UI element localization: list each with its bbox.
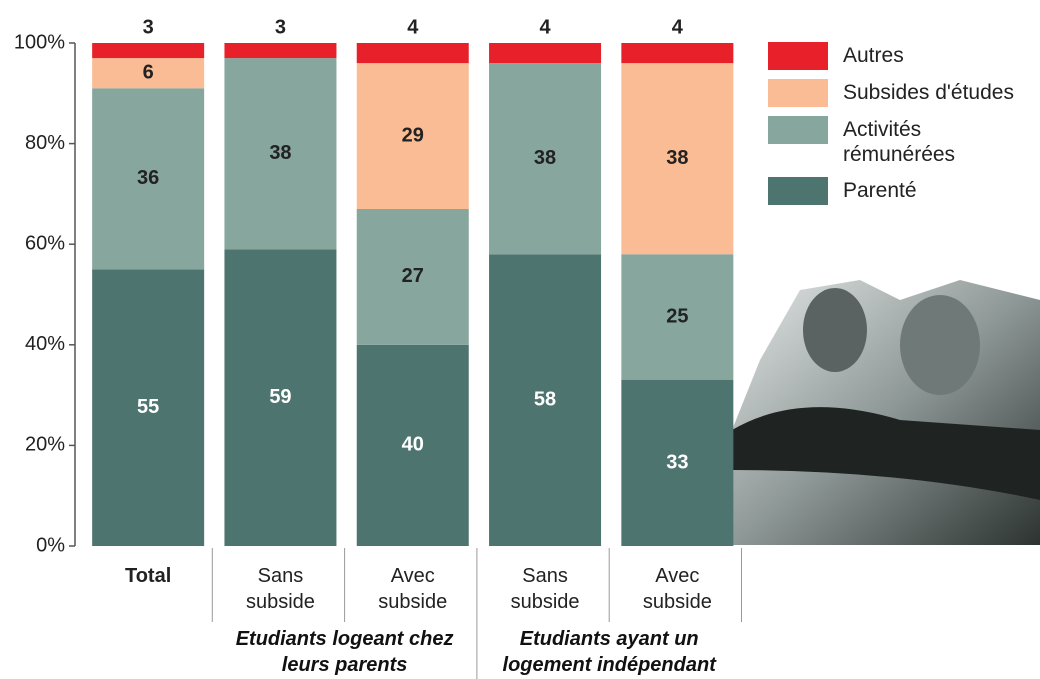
y-tick-label: 0% [36,534,65,556]
bar-segment [489,43,602,64]
bar-segment [356,344,469,546]
value-label: 4 [407,16,419,38]
bar-segment [92,269,205,546]
legend-label: Parenté [843,179,917,202]
bar-segment [621,380,734,546]
y-tick-label: 80% [25,132,65,154]
value-label: 38 [269,142,291,164]
legend-label: Activités rémunérées [843,118,956,166]
value-label: 4 [672,16,684,38]
legend-label: Subsides d'études [843,81,1014,104]
bar-segment [356,63,469,209]
value-label: 6 [143,61,154,83]
bar-segment [92,88,205,270]
photo-person [803,288,867,372]
bar-segment [92,58,205,89]
legend-swatch [768,116,828,144]
value-label: 3 [275,16,286,38]
y-tick-label: 20% [25,434,65,456]
value-label: 4 [539,16,551,38]
bar-segment [224,43,337,59]
y-tick-label: 40% [25,333,65,355]
bar-segment [356,208,469,345]
value-label: 27 [402,265,424,287]
x-tick-label: Sans subside [245,565,315,613]
legend-label: Autres [843,44,904,67]
x-tick-label: Total [124,565,172,587]
bar-segment [621,63,734,255]
legend-swatch [768,42,828,70]
bar-segment [224,249,337,547]
photo-clothes [732,407,1040,500]
bar-segment [621,254,734,381]
x-tick-label: Avec subside [642,565,712,613]
photo-person [900,295,980,395]
value-label: 58 [534,388,556,410]
group-label: Etudiants ayant un logement indépendant [502,628,716,676]
value-label: 29 [402,124,424,146]
value-label: 25 [666,305,688,327]
y-tick-label: 60% [25,232,65,254]
x-tick-label: Avec subside [378,565,448,613]
legend-swatch [768,177,828,205]
legend-swatch [768,79,828,107]
value-label: 38 [534,147,556,169]
value-label: 38 [666,147,688,169]
value-label: 40 [402,434,424,456]
bar-segment [489,63,602,255]
value-label: 3 [143,16,154,38]
bar-segment [489,254,602,546]
group-label: Etudiants logeant chez leurs parents [235,628,454,676]
bar-segment [224,58,337,250]
x-tick-label: Sans subside [510,565,580,613]
y-tick-label: 100% [14,31,65,53]
bar-segment [356,43,469,64]
value-label: 55 [137,396,159,418]
value-label: 33 [666,451,688,473]
value-label: 59 [269,386,291,408]
value-label: 36 [137,167,159,189]
bar-segment [621,43,734,64]
bar-segment [92,43,205,59]
